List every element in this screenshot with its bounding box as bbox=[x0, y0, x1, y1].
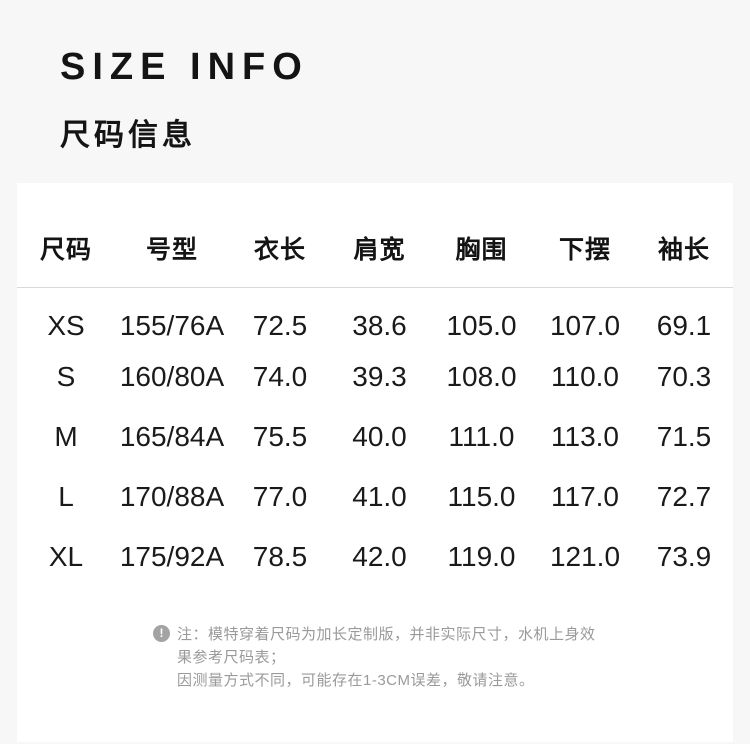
cell-size: L bbox=[58, 481, 74, 512]
cell-length: 77.0 bbox=[252, 481, 308, 512]
cell-sleeve: 69.1 bbox=[656, 310, 712, 342]
exclamation-circle-icon: ! bbox=[153, 625, 170, 642]
col-header-shoulder: 肩宽 bbox=[331, 183, 428, 288]
cell-sleeve: 71.5 bbox=[656, 421, 712, 452]
cell-model: 155/76A bbox=[119, 310, 225, 342]
cell-shoulder: 39.3 bbox=[352, 361, 407, 392]
cell-length: 75.5 bbox=[252, 421, 308, 452]
size-table-header: 尺码 号型 衣长 肩宽 胸围 下摆 袖长 bbox=[17, 183, 733, 288]
table-row-xl: XL 175/92A 78.5 42.0 119.0 121.0 73.9 bbox=[17, 527, 733, 587]
cell-size: S bbox=[56, 361, 76, 392]
cell-length: 72.5 bbox=[252, 310, 308, 342]
table-row-m: M 165/84A 75.5 40.0 111.0 113.0 71.5 bbox=[17, 407, 733, 467]
size-note-line1: 注：模特穿着尺码为加长定制版，并非实际尺寸，水机上身效果参考尺码表； bbox=[177, 626, 596, 666]
cell-hem: 117.0 bbox=[551, 481, 619, 512]
col-header-length: 衣长 bbox=[229, 183, 331, 288]
cell-hem: 107.0 bbox=[549, 310, 621, 342]
col-header-hem: 下摆 bbox=[535, 183, 635, 288]
cell-length: 74.0 bbox=[252, 361, 308, 392]
cell-sleeve: 72.7 bbox=[656, 481, 712, 512]
cell-model: 160/80A bbox=[119, 361, 225, 392]
size-note-text: 注：模特穿着尺码为加长定制版，并非实际尺寸，水机上身效果参考尺码表； 因测量方式… bbox=[177, 623, 597, 692]
page-title: SIZE INFO bbox=[60, 46, 309, 88]
col-header-model: 号型 bbox=[115, 183, 229, 288]
cell-size: M bbox=[54, 421, 78, 452]
col-header-size: 尺码 bbox=[17, 183, 115, 288]
table-row-l: L 170/88A 77.0 41.0 115.0 117.0 72.7 bbox=[17, 467, 733, 527]
cell-bust: 111.0 bbox=[448, 421, 515, 452]
cell-shoulder: 38.6 bbox=[352, 310, 407, 342]
cell-bust: 115.0 bbox=[447, 481, 516, 512]
cell-hem: 121.0 bbox=[549, 541, 621, 572]
header-row: 尺码 号型 衣长 肩宽 胸围 下摆 袖长 bbox=[17, 183, 733, 288]
cell-shoulder: 40.0 bbox=[352, 421, 407, 452]
cell-size: XL bbox=[48, 541, 84, 572]
cell-bust: 119.0 bbox=[447, 541, 516, 572]
size-table-panel: 尺码 号型 衣长 肩宽 胸围 下摆 袖长 XS 155/76A 72.5 38.… bbox=[17, 183, 733, 742]
cell-size: XS bbox=[47, 310, 85, 342]
cell-sleeve: 70.3 bbox=[656, 361, 712, 392]
size-note-line2: 因测量方式不同，可能存在1-3CM误差，敬请注意。 bbox=[177, 672, 535, 689]
cell-shoulder: 41.0 bbox=[352, 481, 407, 512]
col-header-bust: 胸围 bbox=[428, 183, 535, 288]
page-header: SIZE INFO 尺码信息 bbox=[0, 0, 750, 154]
page-subtitle: 尺码信息 bbox=[60, 119, 196, 152]
cell-shoulder: 42.0 bbox=[352, 541, 407, 572]
cell-bust: 108.0 bbox=[446, 361, 517, 392]
table-row-xs: XS 155/76A 72.5 38.6 105.0 107.0 69.1 bbox=[17, 287, 733, 347]
cell-hem: 113.0 bbox=[551, 421, 619, 452]
cell-hem: 110.0 bbox=[551, 361, 619, 392]
cell-length: 78.5 bbox=[252, 541, 308, 572]
size-note: ! 注：模特穿着尺码为加长定制版，并非实际尺寸，水机上身效果参考尺码表； 因测量… bbox=[17, 623, 733, 692]
cell-model: 165/84A bbox=[119, 421, 225, 452]
size-table: 尺码 号型 衣长 肩宽 胸围 下摆 袖长 XS 155/76A 72.5 38.… bbox=[17, 183, 733, 587]
size-table-body: XS 155/76A 72.5 38.6 105.0 107.0 69.1 S … bbox=[17, 287, 733, 587]
cell-model: 175/92A bbox=[119, 541, 225, 572]
cell-sleeve: 73.9 bbox=[656, 541, 712, 572]
col-header-sleeve: 袖长 bbox=[635, 183, 733, 288]
cell-bust: 105.0 bbox=[446, 310, 517, 342]
table-row-s: S 160/80A 74.0 39.3 108.0 110.0 70.3 bbox=[17, 347, 733, 407]
cell-model: 170/88A bbox=[119, 481, 225, 512]
